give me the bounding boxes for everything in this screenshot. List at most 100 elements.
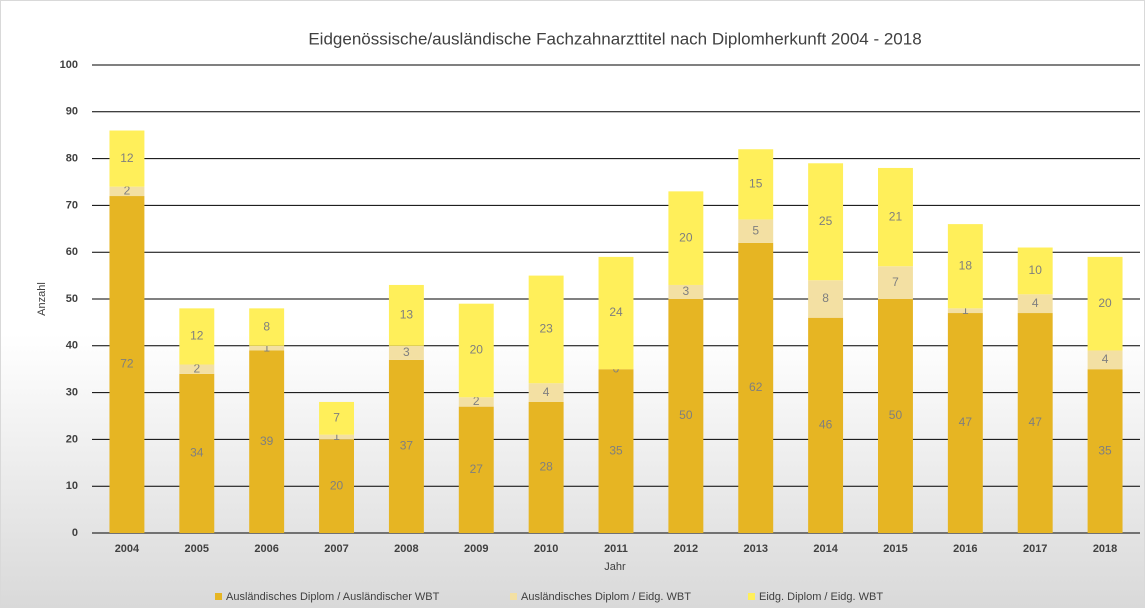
bar-segment	[738, 149, 774, 220]
bar-segment	[947, 308, 983, 314]
bar-segment	[668, 284, 704, 299]
bar-segment	[109, 196, 145, 534]
data-label: 2	[124, 184, 131, 198]
bar-segment	[388, 359, 424, 533]
data-label: 23	[539, 322, 553, 336]
x-tick-label: 2012	[674, 543, 698, 555]
data-label: 72	[120, 357, 134, 371]
data-label: 2	[193, 361, 200, 375]
x-tick-label: 2015	[883, 543, 907, 555]
data-label: 46	[819, 418, 833, 432]
y-axis-label: Anzahl	[36, 282, 48, 316]
legend-label: Ausländisches Diplom / Eidg. WBT	[521, 591, 691, 603]
bar-segment	[1017, 294, 1053, 314]
bar-segment	[738, 219, 774, 243]
data-label: 7	[892, 275, 899, 289]
data-label: 35	[609, 443, 623, 457]
x-tick-label: 2014	[813, 543, 838, 555]
bar-segment	[668, 191, 704, 285]
bar-segment	[249, 308, 285, 346]
y-tick-label: 80	[66, 153, 78, 165]
data-label: 13	[400, 308, 414, 322]
x-axis-label: Jahr	[604, 561, 626, 573]
y-tick-label: 70	[66, 199, 78, 211]
data-label: 24	[609, 305, 623, 319]
data-label: 27	[470, 462, 484, 476]
data-label: 4	[543, 385, 550, 399]
bar-segment	[528, 383, 564, 402]
data-label: 25	[819, 214, 833, 228]
data-label: 21	[889, 209, 903, 223]
data-label: 8	[822, 291, 829, 305]
x-tick-label: 2013	[743, 543, 767, 555]
bar-segment	[388, 345, 424, 360]
bar-segment	[878, 266, 913, 299]
bar-segment	[1087, 256, 1123, 351]
data-label: 47	[1029, 415, 1043, 429]
bar-segment	[528, 401, 564, 533]
data-label: 18	[959, 258, 973, 272]
data-label: 1	[962, 303, 969, 317]
data-label: 3	[403, 345, 410, 359]
data-label: 12	[120, 151, 134, 165]
bar-segment	[458, 303, 494, 398]
bar-segment	[388, 284, 424, 346]
bar-segment	[808, 317, 844, 533]
y-tick-label: 40	[66, 340, 78, 352]
data-label: 35	[1098, 443, 1112, 457]
bar-segment	[179, 373, 215, 533]
bar-segment	[878, 299, 913, 533]
legend-swatch	[215, 593, 222, 600]
data-label: 5	[752, 223, 759, 237]
bar-segment	[808, 163, 844, 281]
y-tick-label: 20	[66, 433, 78, 445]
data-label: 34	[190, 446, 204, 460]
bar-segment	[109, 130, 145, 187]
bar-segment	[1017, 313, 1053, 533]
bar-segment	[249, 345, 285, 351]
bar-segment	[319, 439, 354, 533]
data-label: 1	[333, 429, 340, 443]
bar-segment	[458, 406, 494, 533]
bar-segment	[458, 397, 494, 407]
bar-segment	[1017, 247, 1053, 295]
bar-segment	[738, 242, 774, 533]
data-label: 2	[473, 394, 480, 408]
bar-segment	[319, 401, 354, 435]
x-tick-label: 2017	[1023, 543, 1047, 555]
x-tick-label: 2007	[324, 543, 348, 555]
bar-segment	[598, 256, 634, 370]
data-label: 3	[683, 284, 690, 298]
x-tick-label: 2006	[254, 543, 278, 555]
x-tick-label: 2011	[604, 543, 628, 555]
x-tick-label: 2018	[1093, 543, 1117, 555]
legend-swatch	[510, 593, 517, 600]
data-label: 39	[260, 434, 274, 448]
chart-title: Eidgenössische/ausländische Fachzahnarzt…	[308, 29, 921, 48]
data-label: 8	[263, 319, 270, 333]
data-label: 50	[679, 408, 693, 422]
data-label: 10	[1029, 263, 1043, 277]
data-label: 12	[190, 329, 204, 343]
bar-segment	[249, 350, 285, 533]
bar-segment	[179, 308, 215, 365]
legend-label: Ausländisches Diplom / Ausländischer WBT	[226, 591, 440, 603]
x-tick-label: 2009	[464, 543, 488, 555]
bar-segment	[668, 299, 704, 533]
y-tick-label: 50	[66, 293, 78, 305]
data-label: 62	[749, 380, 763, 394]
data-label: 15	[749, 177, 763, 191]
bar-segment	[528, 275, 564, 384]
y-tick-label: 90	[66, 106, 78, 118]
bar-segment	[179, 364, 215, 374]
bar-segment	[808, 280, 844, 318]
bar-segment	[947, 224, 983, 309]
bar-segment	[947, 313, 983, 533]
bar-segment	[1087, 369, 1123, 533]
bar-segment	[319, 434, 354, 440]
data-label: 20	[1098, 296, 1112, 310]
data-label: 20	[470, 343, 484, 357]
y-tick-label: 0	[72, 527, 78, 539]
legend-label: Eidg. Diplom / Eidg. WBT	[759, 591, 883, 603]
